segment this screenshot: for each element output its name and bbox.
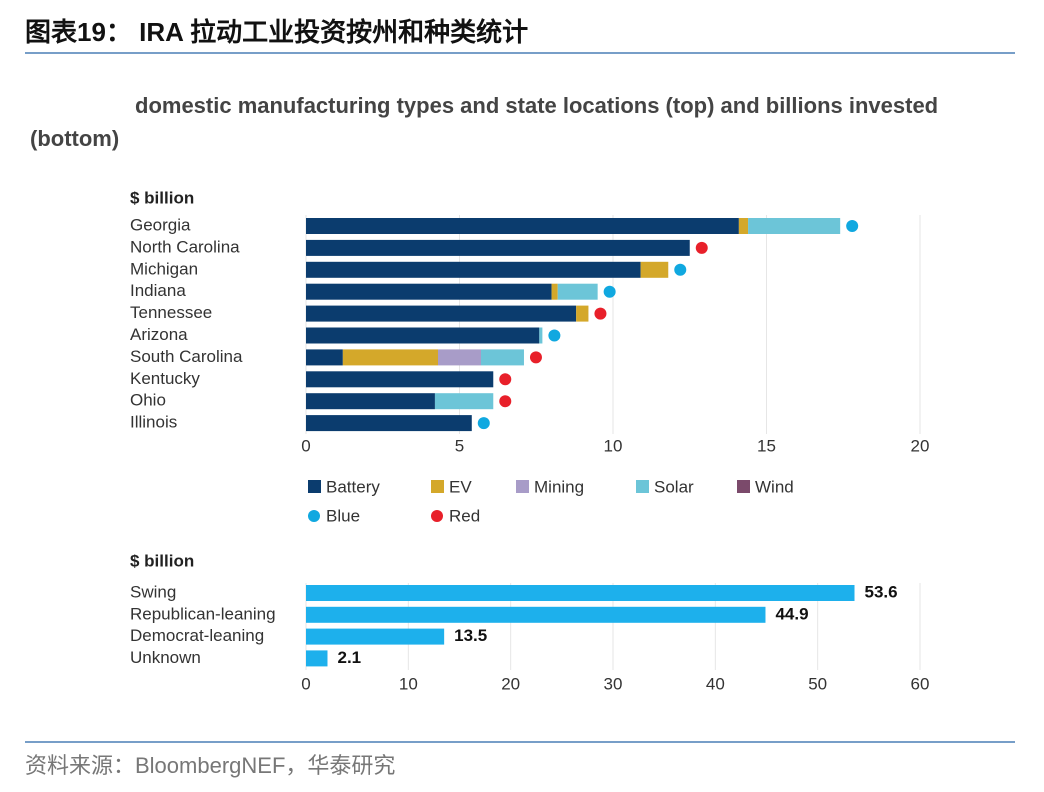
legend-swatch <box>636 480 649 493</box>
lean-marker <box>499 373 512 386</box>
lean-marker <box>695 241 708 254</box>
x-tick-label: 20 <box>501 674 520 693</box>
bar-segment <box>306 239 690 256</box>
bar-segment <box>640 261 669 278</box>
bar-segment <box>306 305 577 322</box>
bar-segment <box>438 349 481 366</box>
category-label: Democrat-leaning <box>130 626 264 645</box>
bar-segment <box>306 283 552 300</box>
category-label: Georgia <box>130 215 191 234</box>
x-tick-label: 50 <box>808 674 827 693</box>
x-tick-label: 10 <box>604 436 623 455</box>
x-tick-label: 0 <box>301 436 310 455</box>
lean-marker <box>477 417 490 430</box>
bar-segment <box>551 283 558 300</box>
category-label: Unknown <box>130 648 201 667</box>
bar-segment <box>576 305 589 322</box>
lean-marker <box>674 263 687 276</box>
data-label: 13.5 <box>454 626 487 645</box>
bar-segment <box>306 261 641 278</box>
data-label: 44.9 <box>775 604 808 623</box>
x-tick-label: 10 <box>399 674 418 693</box>
legend-swatch <box>737 480 750 493</box>
legend-label: Mining <box>534 477 584 496</box>
legend-label: Solar <box>654 477 694 496</box>
x-tick-label: 0 <box>301 674 310 693</box>
bar-segment <box>738 218 749 234</box>
chart-subtitle: domestic manufacturing types and state l… <box>30 93 939 151</box>
bar-segment <box>480 349 524 366</box>
x-tick-label: 20 <box>911 436 930 455</box>
unit-label: $ billion <box>130 551 194 570</box>
category-label: Republican-leaning <box>130 604 276 623</box>
bar <box>306 628 445 645</box>
legend-marker <box>431 510 443 522</box>
bar-segment <box>306 415 472 432</box>
category-label: Kentucky <box>130 369 200 388</box>
bar-segment <box>306 371 494 388</box>
lean-marker <box>548 329 561 342</box>
legend-swatch <box>308 480 321 493</box>
x-tick-label: 60 <box>911 674 930 693</box>
category-label: Ohio <box>130 391 166 410</box>
bar-segment <box>306 349 343 366</box>
bar-segment <box>342 349 439 366</box>
lean-marker <box>594 307 607 320</box>
bar-segment <box>557 283 598 300</box>
legend-label: Red <box>449 506 480 525</box>
category-label: Swing <box>130 582 176 601</box>
page-title: 图表19： IRA 拉动工业投资按州和种类统计 <box>25 17 528 47</box>
legend-swatch <box>431 480 444 493</box>
bar-segment <box>434 393 494 410</box>
lean-marker <box>603 285 616 298</box>
legend-marker <box>308 510 320 522</box>
unit-label: $ billion <box>130 188 194 207</box>
legend-label: Blue <box>326 506 360 525</box>
source: 资料来源：BloombergNEF，华泰研究 <box>25 753 395 778</box>
bar-segment <box>306 393 435 410</box>
legend-label: Wind <box>755 477 794 496</box>
category-label: North Carolina <box>130 237 240 256</box>
category-label: Illinois <box>130 413 177 432</box>
category-label: Indiana <box>130 281 186 300</box>
bar-segment <box>306 218 739 234</box>
legend-swatch <box>516 480 529 493</box>
data-label: 2.1 <box>337 648 361 667</box>
x-tick-label: 40 <box>706 674 725 693</box>
bar <box>306 606 766 623</box>
category-label: Tennessee <box>130 303 212 322</box>
bar-segment <box>306 327 540 344</box>
category-label: Michigan <box>130 259 198 278</box>
x-tick-label: 15 <box>757 436 776 455</box>
bar <box>306 585 855 601</box>
category-label: Arizona <box>130 325 188 344</box>
bar <box>306 650 328 667</box>
x-tick-label: 30 <box>604 674 623 693</box>
lean-marker <box>499 395 512 408</box>
legend-label: EV <box>449 477 472 496</box>
lean-marker <box>529 351 542 364</box>
lean-marker <box>846 220 859 232</box>
category-label: South Carolina <box>130 347 243 366</box>
bar-segment <box>539 327 543 344</box>
legend-label: Battery <box>326 477 380 496</box>
data-label: 53.6 <box>865 582 898 601</box>
bar-segment <box>748 218 841 234</box>
x-tick-label: 5 <box>455 436 464 455</box>
